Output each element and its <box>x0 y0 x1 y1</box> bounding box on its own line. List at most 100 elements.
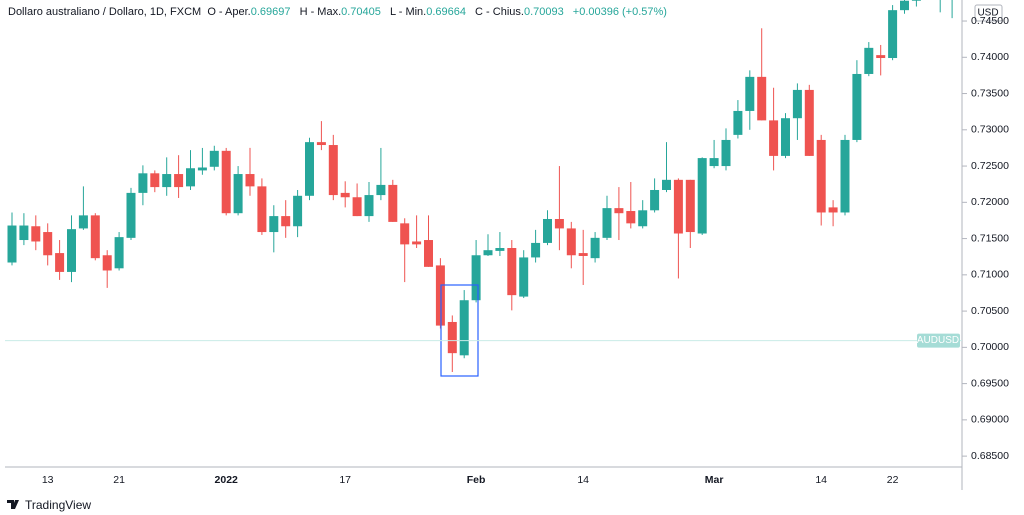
candle-body <box>388 184 398 222</box>
y-tick-label: 0.71500 <box>971 232 1009 244</box>
candle-body <box>316 142 326 146</box>
candle-body <box>602 208 612 238</box>
candle-body <box>471 255 481 301</box>
candle-body <box>305 142 314 196</box>
candle-body <box>840 139 850 213</box>
x-tick-label: 17 <box>339 474 351 486</box>
candle-body <box>78 215 88 229</box>
candle-body <box>733 110 743 135</box>
candle-body <box>626 211 636 224</box>
candle-body <box>412 241 422 245</box>
y-tick-label: 0.69000 <box>971 414 1009 426</box>
candle-body <box>31 226 41 242</box>
y-tick-label: 0.74500 <box>971 15 1009 27</box>
low-value: 0.69664 <box>426 6 466 18</box>
candle-body <box>43 232 53 256</box>
symbol-title: Dollaro australiano / Dollaro, 1D, FXCM <box>8 6 202 18</box>
candle-body <box>483 250 493 256</box>
candle-body <box>816 139 826 213</box>
y-tick-label: 0.72500 <box>971 160 1009 172</box>
candle-body <box>697 158 707 234</box>
candle-body <box>114 237 124 269</box>
low-label: L - Min. <box>389 6 427 18</box>
candle-body <box>507 248 517 296</box>
candle-body <box>424 240 433 267</box>
candle-body <box>757 76 767 121</box>
candle-body <box>745 76 755 111</box>
candle-body <box>531 242 541 258</box>
candle-body <box>376 184 386 196</box>
candle-body <box>197 167 207 171</box>
x-tick-label: Mar <box>705 474 724 486</box>
candle-body <box>352 197 362 217</box>
candle-body <box>911 0 921 1</box>
open-value: 0.69697 <box>250 6 291 18</box>
x-tick-label: 13 <box>42 474 54 486</box>
candle-body <box>590 237 600 259</box>
open-label: O - Aper. <box>207 6 251 18</box>
candle-body <box>578 253 588 256</box>
candle-body <box>150 173 160 188</box>
y-tick-label: 0.73000 <box>971 124 1009 136</box>
candle-body <box>19 225 29 241</box>
candle-body <box>233 174 243 214</box>
change-value: +0.00396 (+0.57%) <box>572 6 667 18</box>
x-tick-label: 22 <box>887 474 899 486</box>
candle-body <box>709 158 719 167</box>
candle-body <box>7 225 17 263</box>
candle-body <box>638 210 648 227</box>
candle-body <box>67 229 76 272</box>
y-tick-label: 0.71000 <box>971 269 1009 281</box>
candle-body <box>554 218 564 229</box>
candle-body <box>673 179 683 234</box>
candle-body <box>650 189 660 211</box>
candle-body <box>55 253 65 272</box>
currency: USD <box>977 8 998 19</box>
candle-body <box>400 223 410 245</box>
close-label: C - Chius. <box>475 6 524 18</box>
candle-body <box>281 216 291 227</box>
currency-box <box>974 4 1003 22</box>
close-value: 0.70093 <box>523 6 564 18</box>
candle-body <box>864 47 874 74</box>
legend-header: Dollaro australiano / Dollaro, 1D, FXCM … <box>8 6 673 18</box>
y-tick-label: 0.72000 <box>971 196 1009 208</box>
candle-body <box>888 10 898 59</box>
candle-body <box>209 150 219 167</box>
candle-body <box>162 174 172 188</box>
candle-body <box>328 145 338 196</box>
candle-body <box>804 89 814 156</box>
candle-body <box>364 195 374 217</box>
candle-body <box>186 168 195 187</box>
y-tick-label: 0.68500 <box>971 450 1009 462</box>
x-tick-label: 14 <box>577 474 589 486</box>
candle-body <box>126 192 136 238</box>
candle-body <box>340 192 350 198</box>
candle-body <box>435 265 445 326</box>
y-tick-label: 0.73500 <box>971 87 1009 99</box>
candle-body <box>293 195 303 227</box>
x-tick-label: 2022 <box>215 474 239 486</box>
candle-body <box>662 179 671 190</box>
candle-body <box>138 173 148 193</box>
candle-body <box>900 0 909 11</box>
candle-body <box>221 150 231 214</box>
candle-body <box>566 228 576 256</box>
candle-body <box>876 55 886 59</box>
candle-body <box>792 89 802 119</box>
candle-body <box>614 208 624 214</box>
candle-body <box>519 257 529 297</box>
brand: TradingView <box>25 498 91 512</box>
symbol-tag-box <box>917 333 960 348</box>
candle-body <box>543 218 552 243</box>
x-tick-label: Feb <box>467 474 486 486</box>
high-value: 0.70405 <box>341 6 381 18</box>
high-label: H - Max. <box>299 6 342 18</box>
candle-body <box>852 73 862 140</box>
candle-body <box>769 120 779 156</box>
y-tick-label: 0.74000 <box>971 51 1009 63</box>
candle-body <box>495 248 505 251</box>
plot-area <box>7 0 953 373</box>
